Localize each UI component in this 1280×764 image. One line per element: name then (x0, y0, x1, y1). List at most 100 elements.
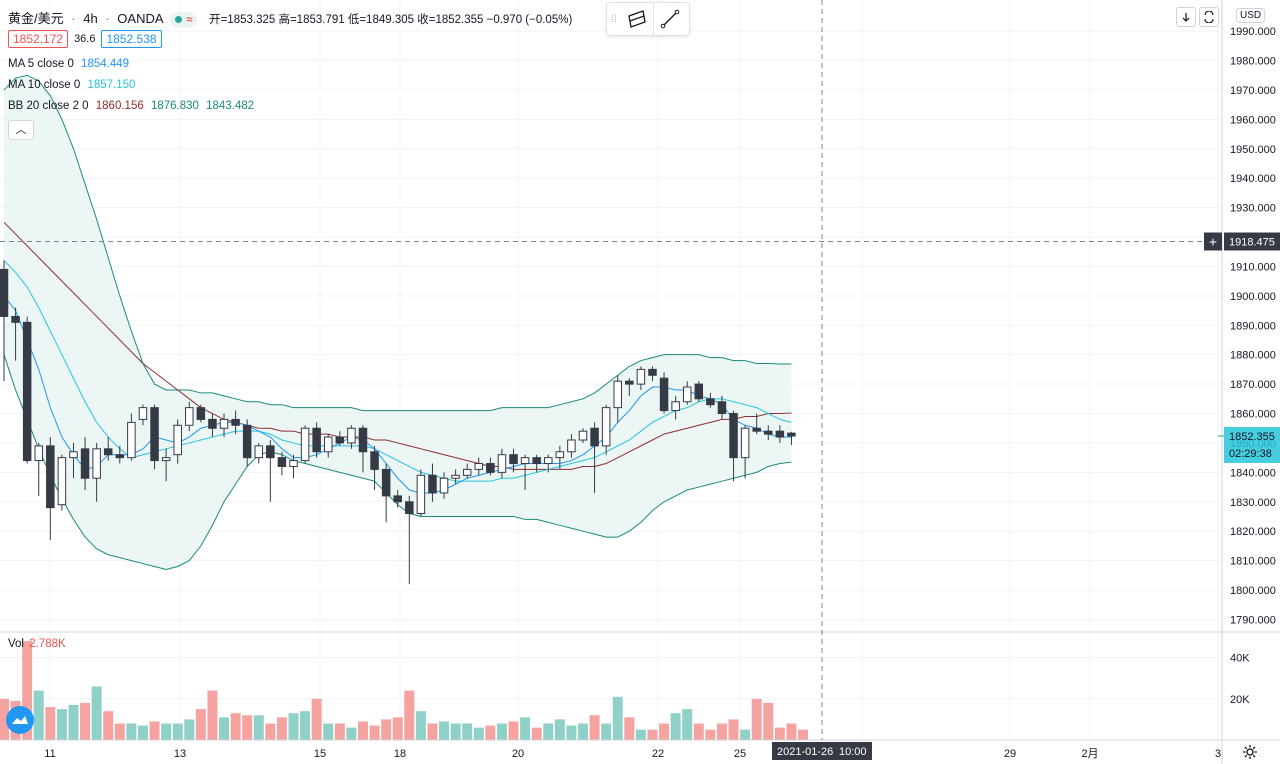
candle[interactable] (694, 381, 704, 402)
volume-bar[interactable] (22, 641, 33, 740)
candle[interactable] (393, 490, 402, 508)
volume-bar[interactable] (439, 721, 450, 740)
volume-bar[interactable] (126, 723, 137, 740)
volume-bar[interactable] (589, 715, 600, 740)
volume-bar[interactable] (369, 725, 380, 740)
candle[interactable] (196, 404, 206, 423)
candle[interactable] (775, 425, 785, 443)
candle[interactable] (439, 472, 449, 499)
candle[interactable] (347, 425, 356, 449)
volume-bar[interactable] (751, 698, 762, 740)
interval-label[interactable]: 4h (83, 11, 98, 26)
candle[interactable] (671, 395, 680, 420)
candle[interactable] (231, 410, 240, 435)
candle[interactable] (474, 457, 484, 476)
candle[interactable] (11, 307, 20, 361)
symbol-name[interactable]: 黄金/美元 (8, 11, 64, 26)
candle[interactable] (682, 381, 692, 405)
volume-bar[interactable] (346, 727, 357, 740)
volume-bar[interactable] (415, 711, 426, 740)
volume-bar[interactable] (670, 713, 681, 740)
candle[interactable] (497, 448, 507, 479)
candle[interactable] (370, 445, 379, 491)
volume-bar[interactable] (334, 723, 345, 740)
volume-bar[interactable] (659, 723, 670, 740)
volume-bar[interactable] (137, 725, 148, 740)
candle[interactable] (613, 375, 622, 423)
volume-bar[interactable] (578, 723, 588, 740)
volume-bar[interactable] (288, 713, 299, 740)
volume-bar[interactable] (543, 723, 554, 740)
trend-line-tool-button[interactable] (654, 3, 686, 35)
volume-bar[interactable] (716, 723, 727, 740)
volume-bar[interactable] (161, 723, 172, 740)
candle[interactable] (636, 366, 646, 390)
candle[interactable] (69, 442, 78, 479)
candle[interactable] (648, 366, 657, 382)
volume-bar[interactable] (0, 698, 9, 740)
candle[interactable] (254, 442, 264, 464)
volume-bar[interactable] (520, 717, 531, 740)
reset-chart-button[interactable] (1199, 7, 1219, 27)
volume-bar[interactable] (242, 715, 253, 740)
volume-bar[interactable] (207, 690, 218, 740)
candle[interactable] (706, 392, 715, 408)
volume-bar[interactable] (265, 723, 276, 740)
volume-bar[interactable] (496, 723, 507, 740)
volume-bar[interactable] (508, 721, 519, 740)
volume-bar[interactable] (253, 715, 264, 740)
volume-bar[interactable] (728, 719, 739, 740)
volume-bar[interactable] (798, 729, 809, 740)
volume-bar[interactable] (56, 709, 67, 740)
volume-bar[interactable] (276, 717, 287, 740)
candle[interactable] (289, 454, 298, 479)
candle[interactable] (532, 454, 541, 473)
candle[interactable] (312, 422, 321, 458)
tradingview-logo[interactable] (6, 706, 34, 734)
candle[interactable] (266, 439, 275, 502)
candle[interactable] (277, 451, 287, 476)
candle[interactable] (161, 448, 171, 482)
currency-button[interactable]: USD (1236, 8, 1266, 23)
candle[interactable] (208, 413, 217, 438)
candle[interactable] (46, 437, 55, 541)
drawing-toolbar[interactable]: ⁞⁞ (606, 2, 690, 36)
volume-bar[interactable] (357, 721, 368, 740)
volume-bar[interactable] (601, 723, 612, 740)
candle[interactable] (185, 401, 194, 432)
candle[interactable] (300, 425, 310, 464)
indicator-ma5[interactable]: MA 5 close 0 1854.449 (8, 58, 129, 70)
candle[interactable] (544, 454, 553, 473)
candle[interactable] (57, 454, 67, 511)
candle[interactable] (219, 413, 229, 438)
candle[interactable] (150, 404, 159, 470)
market-status-badge[interactable]: ≈ (170, 11, 198, 28)
volume-bar[interactable] (786, 723, 797, 740)
indicator-ma10[interactable]: MA 10 close 0 1857.150 (8, 79, 135, 91)
gear-icon[interactable] (1242, 744, 1258, 760)
candle[interactable] (138, 404, 148, 426)
candle[interactable] (451, 469, 460, 485)
candle[interactable] (520, 454, 530, 491)
candle[interactable] (34, 442, 43, 496)
sell-button[interactable]: 1852.172 (8, 30, 69, 48)
volume-bar[interactable] (635, 729, 646, 740)
volume-bar[interactable] (427, 723, 438, 740)
candle[interactable] (0, 260, 9, 382)
candle[interactable] (567, 434, 576, 458)
volume-bar[interactable] (740, 729, 751, 740)
volume-bar[interactable] (172, 723, 183, 740)
candle[interactable] (323, 434, 333, 458)
volume-bar[interactable] (392, 717, 403, 740)
candle[interactable] (428, 463, 437, 502)
add-alert-button[interactable] (1204, 232, 1222, 251)
volume-bar[interactable] (381, 719, 392, 740)
candle[interactable] (578, 428, 588, 443)
candle[interactable] (335, 431, 345, 446)
volume-bar[interactable] (68, 704, 79, 740)
volume-bar[interactable] (647, 729, 658, 740)
candle[interactable] (242, 419, 252, 467)
candle[interactable] (127, 413, 136, 461)
candle[interactable] (752, 413, 761, 435)
